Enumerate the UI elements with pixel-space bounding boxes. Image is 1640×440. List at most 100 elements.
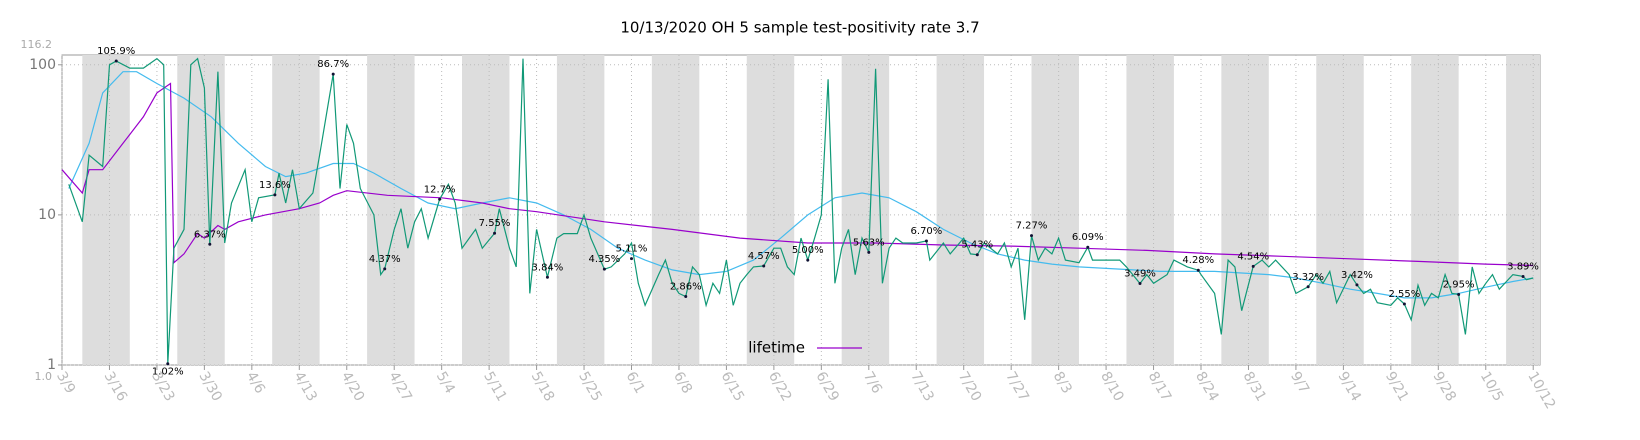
legend-label: lifetime <box>748 339 805 357</box>
x-tick-label: 6/1 <box>623 369 648 397</box>
week-band <box>841 55 890 365</box>
x-tick-label: 9/28 <box>1429 369 1459 404</box>
annotation-label: 5.00% <box>792 245 824 256</box>
annotation-dot <box>684 294 688 298</box>
x-tick-label: 7/6 <box>860 369 885 397</box>
annotation-dot <box>383 267 387 271</box>
x-tick-label: 10/5 <box>1477 369 1507 404</box>
annotation-label: 3.32% <box>1292 272 1324 283</box>
week-band <box>651 55 700 365</box>
x-tick-label: 4/6 <box>243 369 268 397</box>
week-band <box>1221 55 1269 365</box>
annotation-label: 4.57% <box>748 251 780 262</box>
annotation-dot <box>806 258 810 262</box>
annotation-dot <box>630 257 634 261</box>
annotation-label: 3.49% <box>1124 269 1156 280</box>
x-tick-label: 9/7 <box>1287 369 1312 397</box>
x-tick-label: 9/14 <box>1334 369 1364 404</box>
annotation-label: 2.86% <box>670 281 702 292</box>
annotation-dot <box>1196 268 1200 272</box>
x-tick-label: 3/30 <box>195 369 225 404</box>
x-tick-label: 3/16 <box>101 369 131 404</box>
week-band <box>1506 55 1540 365</box>
x-tick-label: 7/13 <box>907 369 937 404</box>
y-limit-label: 116.2 <box>21 38 53 51</box>
annotation-dot <box>545 275 549 279</box>
y-tick-label: 100 <box>29 57 56 73</box>
week-band <box>746 55 795 365</box>
chart-title: 10/13/2020 OH 5 sample test-positivity r… <box>620 19 979 37</box>
annotation-label: 4.37% <box>369 254 401 265</box>
x-tick-label: 8/17 <box>1145 369 1175 404</box>
x-tick-label: 8/24 <box>1192 369 1222 404</box>
week-band <box>367 55 415 365</box>
week-band <box>1316 55 1364 365</box>
annotation-dot <box>762 264 766 268</box>
x-tick-label: 6/15 <box>717 369 747 404</box>
annotation-label: 105.9% <box>97 46 135 57</box>
annotation-dot <box>924 239 928 243</box>
annotation-label: 3.89% <box>1507 261 1539 272</box>
x-tick-label: 7/20 <box>955 369 985 404</box>
annotation-label: 2.95% <box>1443 279 1475 290</box>
annotation-label: 12.7% <box>424 184 456 195</box>
annotation-label: 4.28% <box>1182 255 1214 266</box>
annotation-label: 5.63% <box>853 237 885 248</box>
annotation-label: 4.35% <box>588 254 620 265</box>
annotation-label: 3.42% <box>1341 270 1373 281</box>
x-tick-label: 5/25 <box>575 369 605 404</box>
annotation-label: 1.02% <box>152 367 184 378</box>
annotation-label: 2.55% <box>1389 289 1421 300</box>
annotation-dot <box>1457 292 1461 296</box>
annotation-dot <box>1086 245 1090 249</box>
annotation-label: 6.37% <box>194 229 226 240</box>
annotation-label: 13.6% <box>259 180 291 191</box>
x-tick-label: 4/20 <box>338 369 368 404</box>
annotation-dot <box>166 362 170 366</box>
annotation-dot <box>1251 264 1255 268</box>
annotation-dot <box>114 59 118 63</box>
x-tick-label: 8/10 <box>1097 369 1127 404</box>
annotation-dot <box>1402 302 1406 306</box>
annotation-dot <box>438 197 442 201</box>
annotation-dot <box>975 253 979 257</box>
annotation-label: 6.70% <box>911 226 943 237</box>
annotation-dot <box>1521 274 1525 278</box>
x-tick-label: 5/11 <box>480 369 510 404</box>
annotation-dot <box>1138 282 1142 286</box>
week-band <box>272 55 320 365</box>
annotation-dot <box>331 72 335 76</box>
week-band <box>1126 55 1174 365</box>
annotation-dot <box>1030 234 1034 238</box>
x-tick-label: 5/4 <box>433 369 458 397</box>
annotation-label: 3.84% <box>532 262 564 273</box>
x-tick-label: 5/18 <box>528 369 558 404</box>
annotation-label: 7.27% <box>1016 221 1048 232</box>
annotation-dot <box>602 267 606 271</box>
y-tick-label: 1 <box>47 357 56 373</box>
annotation-dot <box>273 193 277 197</box>
x-tick-label: 3/9 <box>53 369 78 397</box>
x-tick-label: 9/21 <box>1382 369 1412 404</box>
annotation-dot <box>208 242 212 246</box>
x-tick-label: 4/13 <box>290 369 320 404</box>
annotation-dot <box>493 231 497 235</box>
week-band <box>82 55 130 365</box>
series-line <box>68 71 1534 299</box>
week-band <box>1031 55 1079 365</box>
week-band <box>462 55 510 365</box>
annotation-dot <box>867 250 871 254</box>
annotation-label: 5.43% <box>961 240 993 251</box>
annotation-label: 86.7% <box>317 59 349 70</box>
annotation-label: 4.54% <box>1237 251 1269 262</box>
x-tick-label: 7/27 <box>1002 369 1032 404</box>
x-tick-label: 6/29 <box>812 369 842 404</box>
x-tick-label: 6/22 <box>765 369 795 404</box>
y-tick-label: 10 <box>38 207 56 223</box>
week-band <box>556 55 605 365</box>
annotation-label: 7.55% <box>479 218 511 229</box>
x-tick-label: 8/3 <box>1050 369 1075 397</box>
x-tick-label: 10/12 <box>1524 369 1558 412</box>
annotation-label: 6.09% <box>1072 232 1104 243</box>
